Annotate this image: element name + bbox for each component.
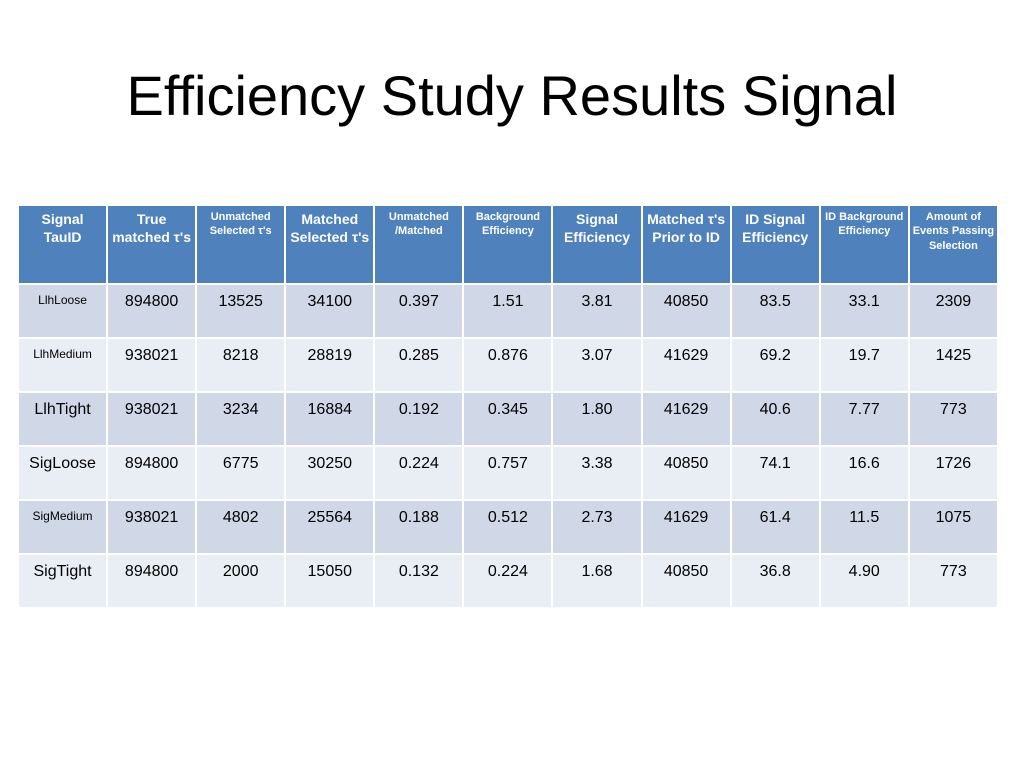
table-cell: 2000 <box>197 555 285 607</box>
table-cell: 0.345 <box>464 393 552 445</box>
table-cell: 6775 <box>197 447 285 499</box>
table-cell: 40850 <box>642 447 730 499</box>
table-cell: 0.188 <box>375 501 463 553</box>
table-cell-tauid: SigTight <box>19 555 107 607</box>
column-header: Amount of Events Passing Selection <box>909 206 997 283</box>
table-cell: 16884 <box>286 393 374 445</box>
table-cell: 69.2 <box>731 339 819 391</box>
table-cell: 2309 <box>909 285 997 337</box>
table-cell: 40850 <box>642 285 730 337</box>
table-cell: 33.1 <box>820 285 908 337</box>
column-header: Unmatched Selected τ's <box>197 206 285 283</box>
column-header: Signal Efficiency <box>553 206 641 283</box>
column-header: ID Background Efficiency <box>820 206 908 283</box>
table-cell: 2.73 <box>553 501 641 553</box>
table-cell: 19.7 <box>820 339 908 391</box>
column-header: ID Signal Efficiency <box>731 206 819 283</box>
table-cell: 0.224 <box>464 555 552 607</box>
table-cell: 7.77 <box>820 393 908 445</box>
table-cell: 938021 <box>108 501 196 553</box>
table-header-row: Signal TauID True matched τ's Unmatched … <box>19 206 997 283</box>
results-table: Signal TauID True matched τ's Unmatched … <box>17 204 999 609</box>
table-cell: 0.512 <box>464 501 552 553</box>
table-cell: 0.224 <box>375 447 463 499</box>
slide-title: Efficiency Study Results Signal <box>126 64 898 127</box>
table-cell: 25564 <box>286 501 374 553</box>
table-row: LlhMedium 938021 8218 28819 0.285 0.876 … <box>19 339 997 391</box>
table-cell: 1726 <box>909 447 997 499</box>
table-cell: 41629 <box>642 501 730 553</box>
table-cell: 11.5 <box>820 501 908 553</box>
table-cell: 3.07 <box>553 339 641 391</box>
column-header: True matched τ's <box>108 206 196 283</box>
table-row: SigTight 894800 2000 15050 0.132 0.224 1… <box>19 555 997 607</box>
table-cell: 3234 <box>197 393 285 445</box>
table-cell: 16.6 <box>820 447 908 499</box>
table-cell: 894800 <box>108 555 196 607</box>
table-cell: 894800 <box>108 285 196 337</box>
table-cell: 13525 <box>197 285 285 337</box>
table-cell: 0.132 <box>375 555 463 607</box>
table-cell: 1075 <box>909 501 997 553</box>
table-cell-tauid: LlhMedium <box>19 339 107 391</box>
table-cell: 1.68 <box>553 555 641 607</box>
table-cell: 1.80 <box>553 393 641 445</box>
table-cell: 83.5 <box>731 285 819 337</box>
table-cell: 74.1 <box>731 447 819 499</box>
table-cell: 40.6 <box>731 393 819 445</box>
table-cell: 1.51 <box>464 285 552 337</box>
table-cell: 4802 <box>197 501 285 553</box>
table-row: SigLoose 894800 6775 30250 0.224 0.757 3… <box>19 447 997 499</box>
table-cell: 34100 <box>286 285 374 337</box>
table-cell: 36.8 <box>731 555 819 607</box>
column-header: Background Efficiency <box>464 206 552 283</box>
column-header: Signal TauID <box>19 206 107 283</box>
column-header: Unmatched /Matched <box>375 206 463 283</box>
column-header: Matched Selected τ's <box>286 206 374 283</box>
table-row: SigMedium 938021 4802 25564 0.188 0.512 … <box>19 501 997 553</box>
table-cell: 0.876 <box>464 339 552 391</box>
table-cell-tauid: SigLoose <box>19 447 107 499</box>
table-cell: 15050 <box>286 555 374 607</box>
table-cell: 8218 <box>197 339 285 391</box>
table-cell: 0.757 <box>464 447 552 499</box>
table-cell-tauid: LlhTight <box>19 393 107 445</box>
table-cell: 773 <box>909 393 997 445</box>
table-cell: 0.285 <box>375 339 463 391</box>
table-cell: 3.38 <box>553 447 641 499</box>
table-cell: 894800 <box>108 447 196 499</box>
table-cell: 61.4 <box>731 501 819 553</box>
table-cell: 28819 <box>286 339 374 391</box>
table-row: LlhTight 938021 3234 16884 0.192 0.345 1… <box>19 393 997 445</box>
table-cell: 0.192 <box>375 393 463 445</box>
column-header: Matched τ's Prior to ID <box>642 206 730 283</box>
table-cell: 41629 <box>642 393 730 445</box>
table-cell-tauid: SigMedium <box>19 501 107 553</box>
table-cell: 938021 <box>108 339 196 391</box>
table-cell: 773 <box>909 555 997 607</box>
table-cell: 4.90 <box>820 555 908 607</box>
table-cell: 938021 <box>108 393 196 445</box>
table-cell: 30250 <box>286 447 374 499</box>
table-row: LlhLoose 894800 13525 34100 0.397 1.51 3… <box>19 285 997 337</box>
table-cell-tauid: LlhLoose <box>19 285 107 337</box>
table-cell: 41629 <box>642 339 730 391</box>
table-cell: 3.81 <box>553 285 641 337</box>
table-cell: 1425 <box>909 339 997 391</box>
table-cell: 0.397 <box>375 285 463 337</box>
table-cell: 40850 <box>642 555 730 607</box>
